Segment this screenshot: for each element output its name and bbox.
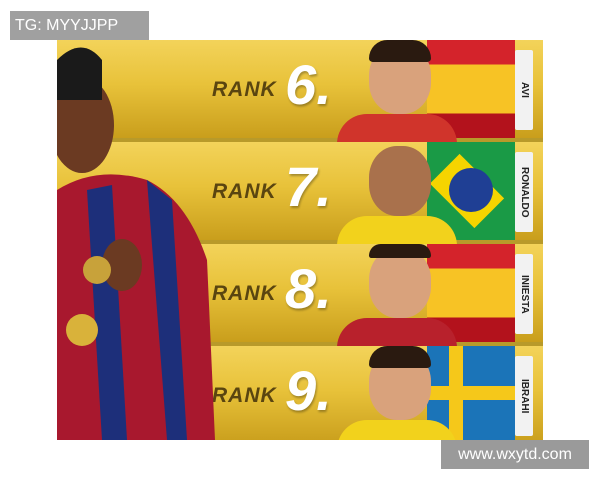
rank-number: 8. xyxy=(285,257,332,320)
rank-label: RANK xyxy=(212,78,277,101)
player-shirt xyxy=(337,216,457,246)
rank-label: RANK xyxy=(212,180,277,203)
player-face xyxy=(369,146,431,216)
player-name: INIESTA xyxy=(515,254,533,334)
rank-number: 7. xyxy=(285,155,332,218)
player-name: AVI xyxy=(515,50,533,130)
rank-number: 6. xyxy=(285,53,332,116)
player-name: RONALDO xyxy=(515,152,533,232)
player-hair xyxy=(369,40,431,62)
site-watermark: www.wxytd.com xyxy=(441,440,589,469)
player-face xyxy=(369,248,431,318)
ranking-image: RANK 6. AVI RANK 7. RONALDO RANK 8. INIE… xyxy=(57,40,543,440)
featured-player-image xyxy=(57,47,215,440)
rank-row-6: RANK 6. AVI xyxy=(57,40,543,144)
player-hair xyxy=(369,346,431,368)
player-hair xyxy=(369,244,431,258)
player-name: IBRAHI xyxy=(515,356,533,436)
rank-number: 9. xyxy=(285,359,332,422)
rank-label: RANK xyxy=(212,282,277,305)
player-shirt xyxy=(337,318,457,348)
tg-watermark: TG: MYYJJPP xyxy=(10,11,149,40)
player-shirt xyxy=(337,420,457,440)
rank-label: RANK xyxy=(212,384,277,407)
player-shirt xyxy=(337,114,457,144)
